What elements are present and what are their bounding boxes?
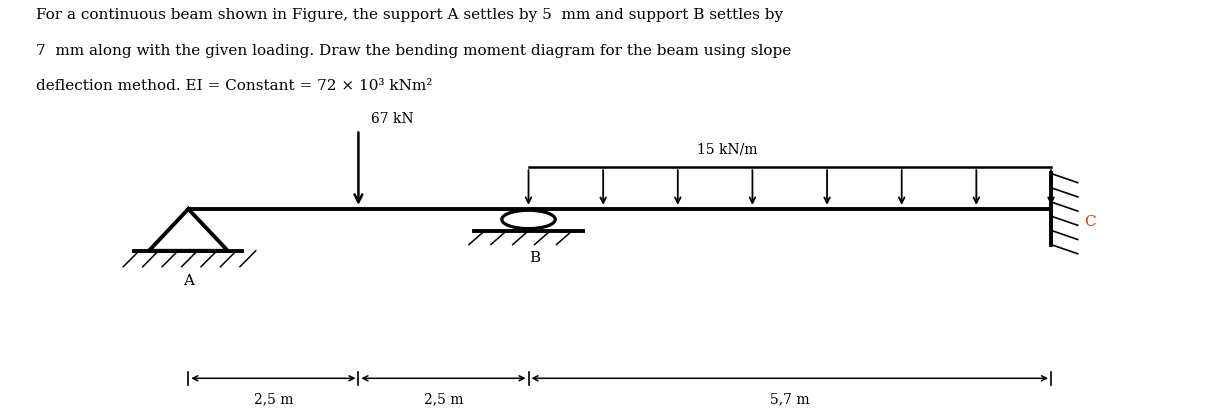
Text: For a continuous beam shown in Figure, the support A settles by 5  mm and suppor: For a continuous beam shown in Figure, t…: [36, 8, 784, 22]
Text: B: B: [529, 251, 541, 265]
Text: 67 kN: 67 kN: [371, 112, 413, 126]
Text: 7  mm along with the given loading. Draw the bending moment diagram for the beam: 7 mm along with the given loading. Draw …: [36, 44, 792, 58]
Text: 15 kN/m: 15 kN/m: [697, 143, 757, 157]
Text: 2,5 m: 2,5 m: [254, 392, 293, 406]
Text: A: A: [182, 274, 194, 288]
Text: C: C: [1084, 214, 1096, 229]
Text: 5,7 m: 5,7 m: [770, 392, 809, 406]
Text: 2,5 m: 2,5 m: [424, 392, 463, 406]
Text: deflection method. EI = Constant = 72 × 10³ kNm²: deflection method. EI = Constant = 72 × …: [36, 79, 433, 93]
